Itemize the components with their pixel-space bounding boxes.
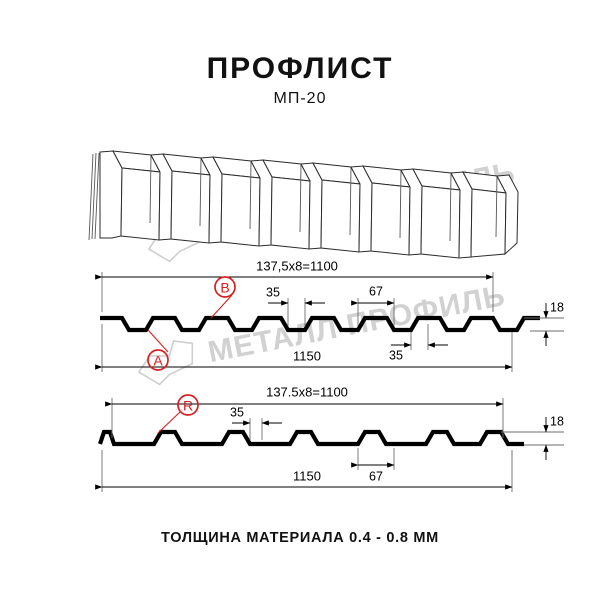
watermark-lower: МЕТАЛЛ ПРОФИЛЬ	[137, 279, 508, 386]
balloon-b: B	[210, 276, 236, 319]
watermark-text: МЕТАЛЛ ПРОФИЛЬ	[205, 279, 508, 369]
profile-outline-top	[100, 315, 540, 333]
dim-profile-height-top: 18	[550, 300, 564, 314]
dim-rib-lower-width: 35	[389, 348, 403, 362]
dim-rib-pitch-flat-top: 67	[369, 284, 383, 298]
balloon-a-label: A	[153, 353, 163, 369]
dim-rib-top-width-upper: 35	[266, 285, 280, 299]
section-view-r: 137.5x8=1100 1150 35 67 18 R	[95, 384, 564, 492]
dim-overall-total-width-bottom: 1150	[293, 468, 321, 483]
profile-outline-bottom	[98, 429, 524, 447]
dim-rib-pitch-flat-bottom: 67	[369, 469, 383, 483]
dim-overall-working-width-top: 137,5x8=1100	[256, 258, 338, 273]
dim-rib-top-width-bottom: 35	[230, 405, 244, 419]
dim-overall-working-width-bottom: 137.5x8=1100	[266, 384, 348, 399]
section-view-a-b: 137,5x8=1100 1150 35 67 35 18	[95, 258, 564, 372]
balloon-a: A	[147, 329, 169, 371]
balloon-b-label: B	[220, 280, 229, 296]
dim-overall-total-width-top: 1150	[293, 348, 321, 363]
balloon-r-label: R	[183, 398, 193, 414]
isometric-profile-sheet	[88, 150, 519, 259]
balloon-r: R	[157, 394, 199, 434]
dim-profile-height-bottom: 18	[550, 414, 564, 428]
